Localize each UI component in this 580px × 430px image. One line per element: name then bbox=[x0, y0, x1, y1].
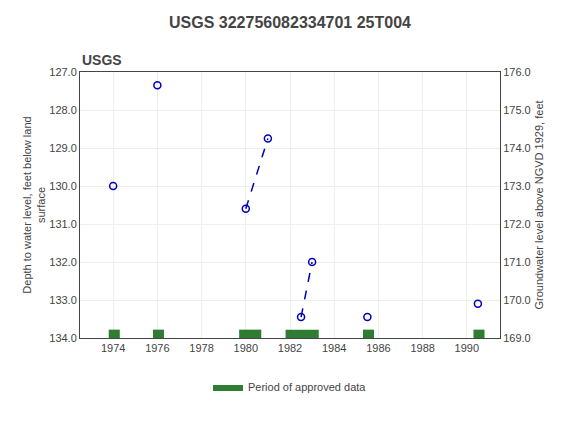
svg-text:172.0: 172.0 bbox=[503, 218, 531, 230]
svg-text:174.0: 174.0 bbox=[503, 142, 531, 154]
svg-text:1980: 1980 bbox=[234, 342, 258, 354]
svg-text:Groundwater level above NGVD 1: Groundwater level above NGVD 1929, feet bbox=[533, 100, 545, 309]
svg-text:1988: 1988 bbox=[410, 342, 434, 354]
svg-text:1984: 1984 bbox=[322, 342, 346, 354]
svg-text:1974: 1974 bbox=[101, 342, 125, 354]
svg-text:USGS 322756082334701 25T004: USGS 322756082334701 25T004 bbox=[169, 14, 411, 31]
svg-text:Depth to water level, feet bel: Depth to water level, feet below landsur… bbox=[21, 116, 47, 293]
svg-text:1982: 1982 bbox=[278, 342, 302, 354]
svg-text:128.0: 128.0 bbox=[49, 104, 77, 116]
svg-text:130.0: 130.0 bbox=[49, 180, 77, 192]
svg-text:175.0: 175.0 bbox=[503, 104, 531, 116]
svg-text:173.0: 173.0 bbox=[503, 180, 531, 192]
svg-text:USGS: USGS bbox=[82, 52, 122, 68]
svg-text:129.0: 129.0 bbox=[49, 142, 77, 154]
svg-text:131.0: 131.0 bbox=[49, 218, 77, 230]
svg-text:1986: 1986 bbox=[366, 342, 390, 354]
svg-text:132.0: 132.0 bbox=[49, 256, 77, 268]
svg-text:1976: 1976 bbox=[145, 342, 169, 354]
svg-text:171.0: 171.0 bbox=[503, 256, 531, 268]
svg-text:134.0: 134.0 bbox=[49, 332, 77, 344]
svg-text:127.0: 127.0 bbox=[49, 66, 77, 78]
svg-text:170.0: 170.0 bbox=[503, 294, 531, 306]
svg-text:176.0: 176.0 bbox=[503, 66, 531, 78]
svg-text:1990: 1990 bbox=[455, 342, 479, 354]
svg-text:169.0: 169.0 bbox=[503, 332, 531, 344]
svg-text:133.0: 133.0 bbox=[49, 294, 77, 306]
svg-text:1978: 1978 bbox=[189, 342, 213, 354]
svg-text:Period of approved data: Period of approved data bbox=[248, 381, 366, 393]
